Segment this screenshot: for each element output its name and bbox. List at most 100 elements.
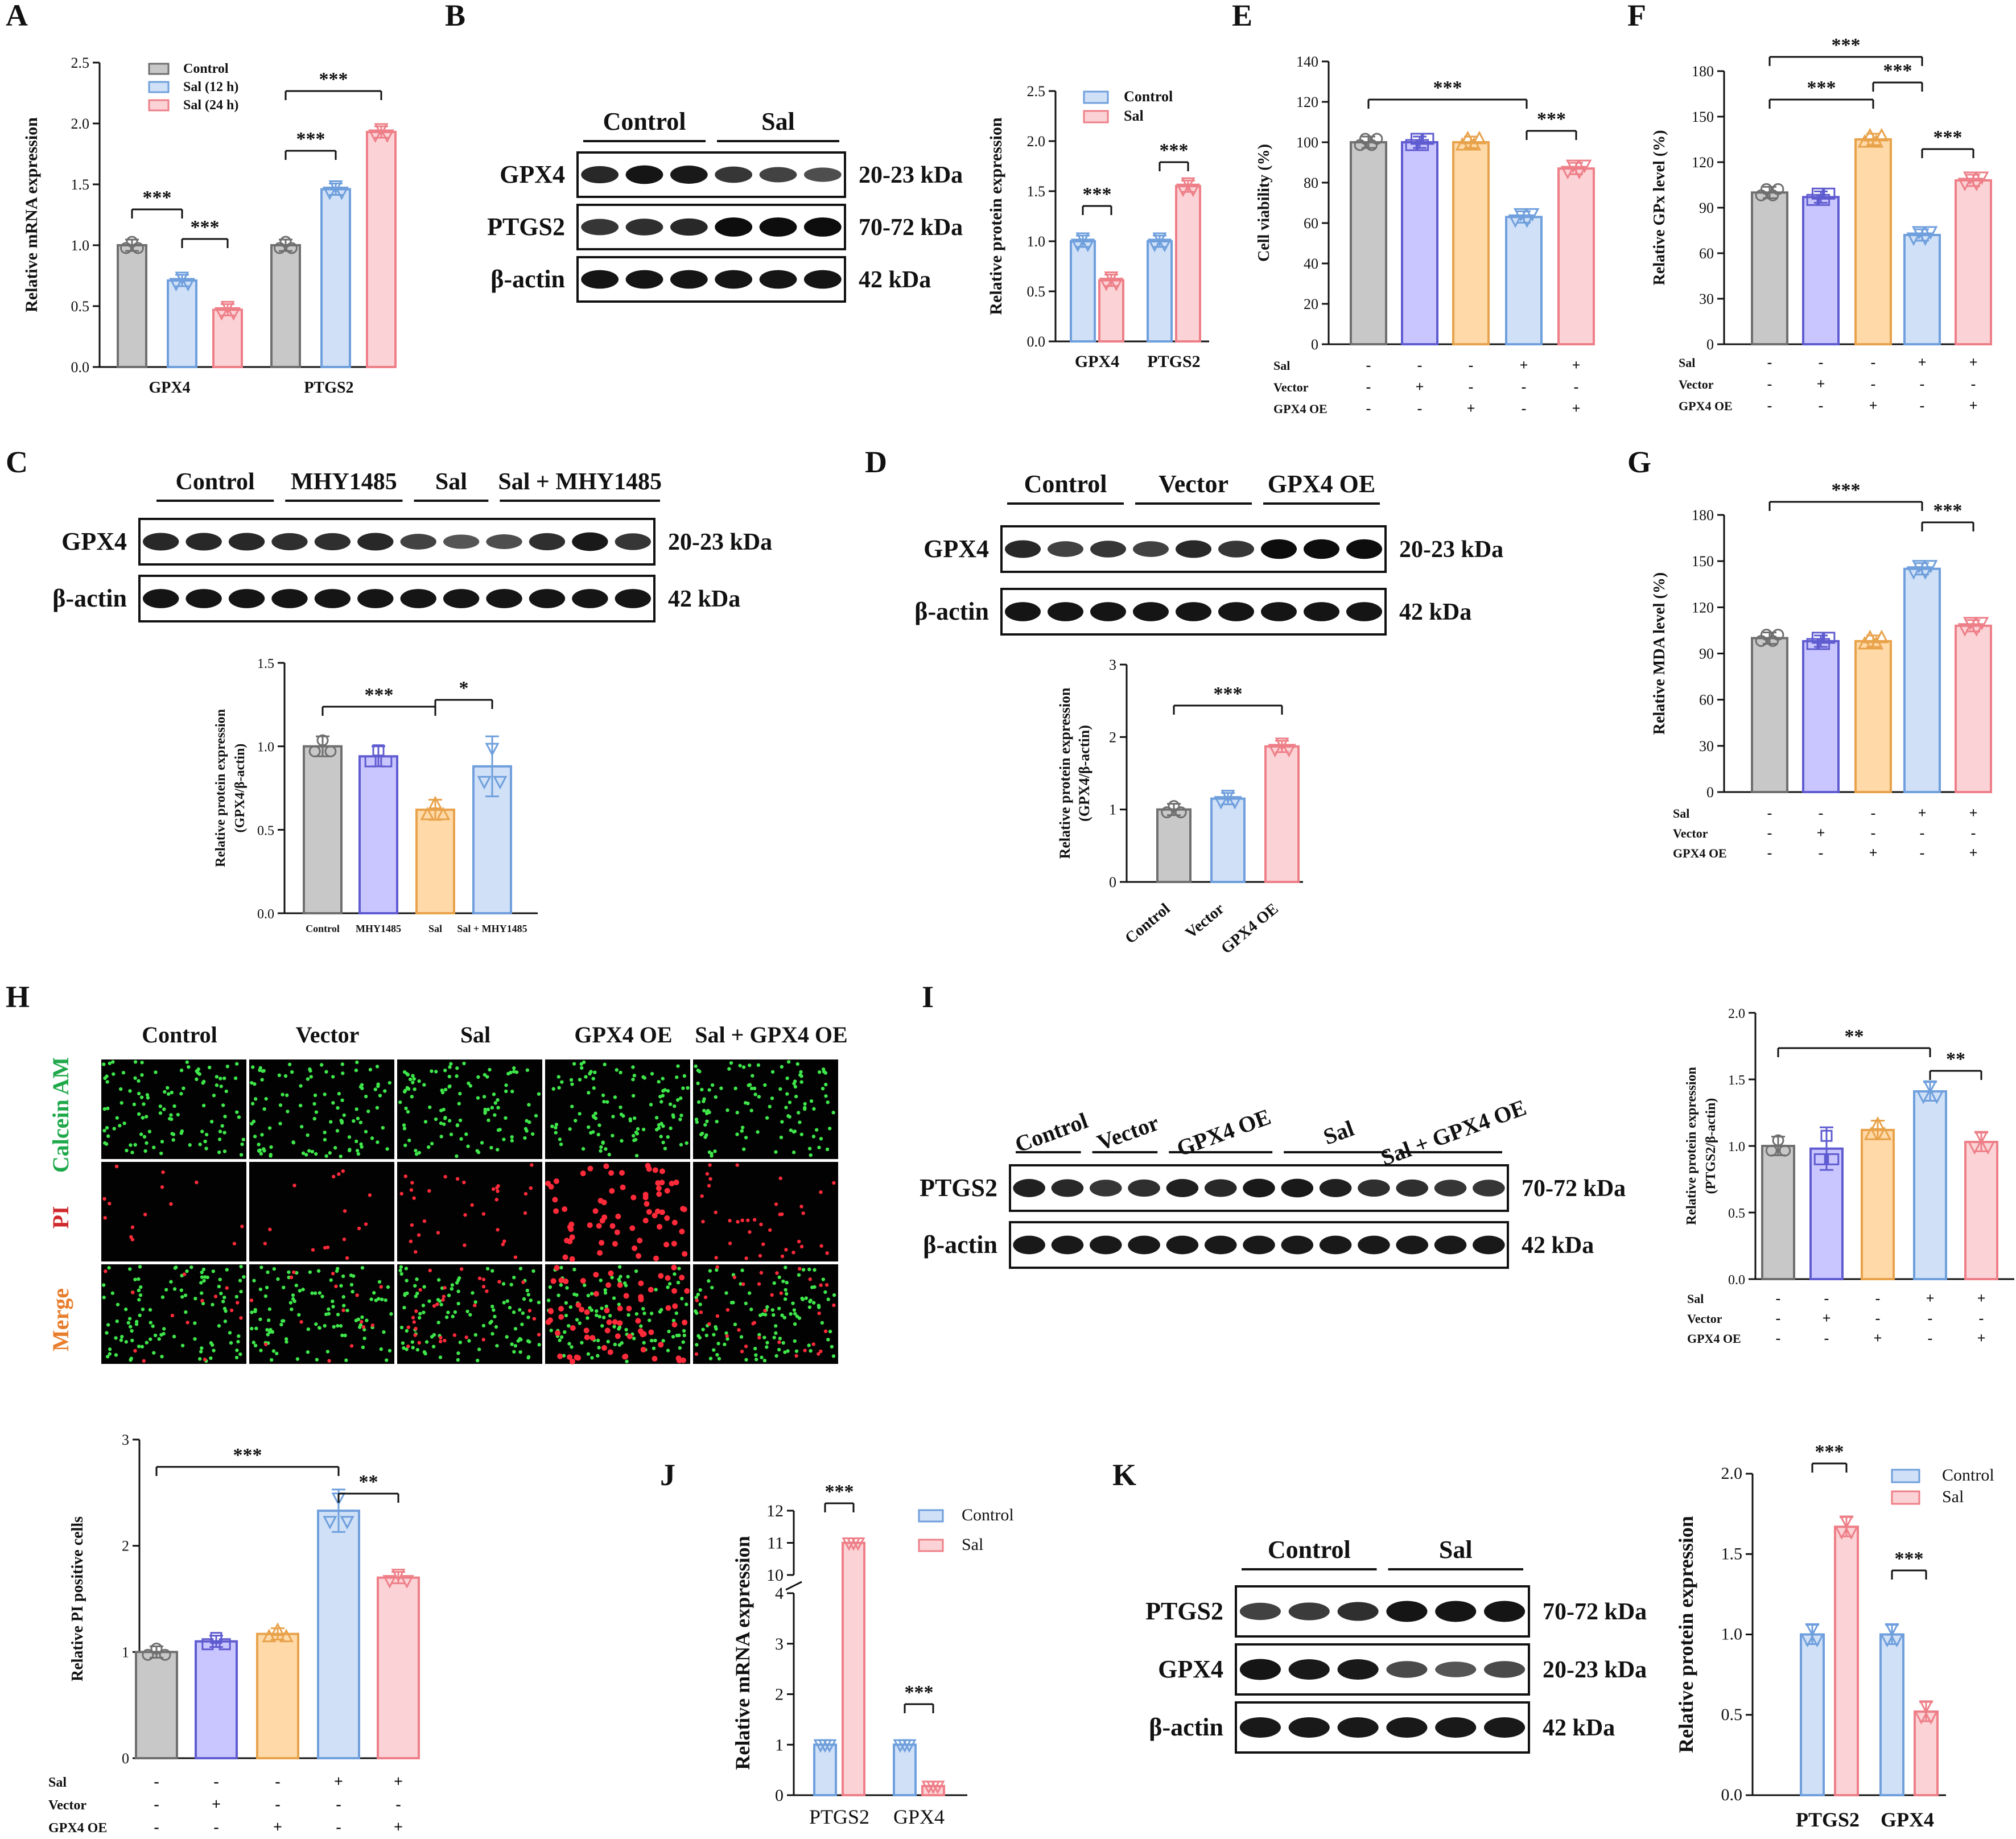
cell-dot	[218, 1129, 222, 1133]
cell-dot	[549, 1329, 553, 1333]
treatment-sign: -	[154, 1796, 159, 1813]
cell-dot	[768, 1228, 772, 1232]
cell-dot	[405, 1072, 409, 1076]
cell-dot	[422, 1285, 426, 1289]
cell-dot	[105, 1355, 110, 1359]
cell-dot	[550, 1278, 556, 1284]
cell-dot	[638, 1280, 644, 1287]
cell-dot	[443, 1069, 447, 1073]
cell-dot	[793, 1079, 797, 1083]
cell-dot	[705, 1172, 710, 1176]
cell-dot	[545, 1180, 551, 1186]
cell-dot	[149, 1337, 152, 1341]
imaging-column-label: Sal	[460, 1022, 490, 1048]
cell-dot	[632, 1074, 637, 1078]
cell-dot	[423, 1120, 428, 1124]
cell-dot	[714, 1256, 718, 1260]
cell-dot	[579, 1062, 583, 1066]
cell-dot	[783, 1350, 787, 1354]
legend-swatch	[1083, 110, 1109, 123]
blot-group-label: MHY1485	[291, 469, 397, 495]
cell-dot	[195, 1180, 199, 1185]
cell-dot	[236, 1339, 240, 1344]
panel-letter: F	[1627, 0, 1646, 32]
cell-dot	[222, 1149, 227, 1153]
y-tick-label: 1.5	[1728, 1073, 1745, 1088]
blot-band	[1434, 1235, 1467, 1255]
cell-dot	[599, 1218, 605, 1224]
cell-dot	[504, 1116, 508, 1120]
cell-dot	[495, 1343, 499, 1348]
cell-dot	[349, 1283, 354, 1287]
cell-dot	[412, 1320, 416, 1324]
cell-dot	[366, 1109, 370, 1114]
cell-dot	[699, 1310, 703, 1314]
bar	[256, 1632, 299, 1760]
data-point	[1811, 632, 1824, 644]
cell-dot	[675, 1333, 679, 1338]
cell-dot	[404, 1267, 409, 1271]
cell-dot	[587, 1091, 591, 1095]
cell-dot	[308, 1067, 312, 1071]
cell-dot	[757, 1335, 761, 1340]
cell-dot	[223, 1320, 228, 1323]
cell-dot	[258, 1317, 262, 1321]
blot-band	[1204, 1179, 1237, 1197]
cell-dot	[631, 1077, 635, 1082]
cell-dot	[704, 1111, 709, 1115]
treatment-sign: -	[1920, 376, 1925, 392]
cell-dot	[740, 1125, 745, 1129]
significance-label: **	[1845, 1026, 1864, 1047]
treatment-sign: -	[1871, 824, 1876, 841]
data-point	[126, 236, 138, 248]
treatment-row-label: Sal	[1679, 356, 1695, 370]
cell-dot	[793, 1312, 797, 1316]
cell-dot	[424, 1340, 429, 1344]
cell-dot	[803, 1107, 807, 1111]
bar	[303, 745, 343, 914]
significance-label: ***	[143, 187, 172, 208]
blot-band	[1051, 1235, 1084, 1255]
cell-dot	[746, 1218, 750, 1222]
cell-dot	[414, 1152, 419, 1156]
data-point	[1772, 628, 1784, 641]
bar	[1175, 185, 1201, 343]
data-point	[368, 129, 382, 143]
cell-dot	[223, 1115, 227, 1119]
cell-dot	[254, 1326, 258, 1330]
cell-dot	[631, 1094, 636, 1098]
cell-dot	[189, 1265, 193, 1269]
cell-dot	[481, 1338, 485, 1342]
cell-dot	[422, 1219, 427, 1223]
blot-band	[625, 270, 663, 289]
blot-band	[1288, 1602, 1330, 1621]
cell-dot	[605, 1282, 612, 1288]
cell-dot	[744, 1345, 748, 1349]
treatment-sign: -	[1366, 378, 1371, 395]
y-tick-label: 10	[766, 1566, 784, 1585]
cell-dot	[459, 1267, 464, 1271]
cell-dot	[809, 1099, 814, 1103]
cell-dot	[695, 1311, 699, 1315]
cell-dot	[562, 1206, 568, 1212]
cell-dot	[819, 1283, 823, 1287]
cell-dot	[422, 1350, 427, 1354]
treatment-sign: -	[1469, 378, 1474, 395]
legend-label: Control	[962, 1506, 1014, 1524]
treatment-sign: -	[1920, 397, 1925, 414]
cell-dot	[534, 1114, 538, 1118]
cell-dot	[130, 1151, 134, 1154]
cell-dot	[679, 1228, 685, 1235]
cell-dot	[595, 1313, 599, 1317]
cell-dot	[114, 1164, 119, 1169]
data-point	[436, 806, 451, 820]
cell-dot	[757, 1095, 761, 1099]
significance-label: ***	[1433, 77, 1462, 98]
cell-dot	[671, 1288, 678, 1294]
cell-dot	[680, 1297, 684, 1301]
cell-dot	[137, 1298, 141, 1302]
cell-dot	[604, 1308, 610, 1314]
cell-dot	[389, 1312, 393, 1316]
cell-dot	[331, 1299, 335, 1304]
data-point	[1174, 806, 1187, 819]
